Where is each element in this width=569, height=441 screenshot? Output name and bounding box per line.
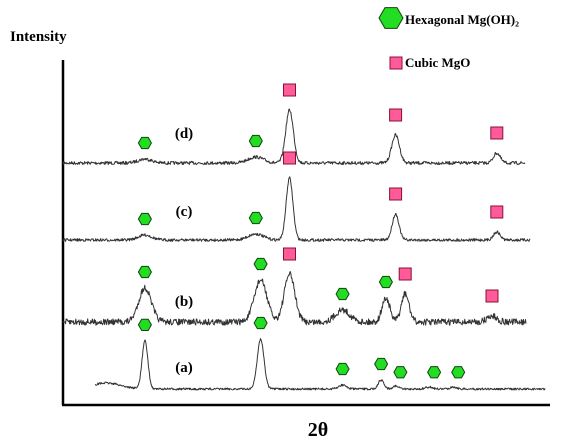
hexagon-marker [253, 257, 268, 271]
square-marker [490, 126, 504, 140]
hexagon-marker [137, 136, 152, 150]
legend-square-icon [389, 56, 403, 70]
hexagon-marker [248, 211, 263, 225]
square-marker [490, 205, 504, 219]
square-marker [283, 151, 296, 165]
hexagon-marker [335, 362, 350, 376]
square-marker [389, 187, 403, 201]
series-label: (b) [175, 294, 193, 310]
hexagon-marker [427, 366, 442, 379]
square-marker [283, 247, 296, 261]
series-label: (a) [175, 360, 193, 376]
square-marker [283, 83, 296, 97]
hexagon-marker [137, 318, 152, 331]
series-trace-3 [94, 338, 546, 391]
hexagon-marker [451, 366, 466, 379]
hexagon-marker [378, 275, 393, 289]
legend-label-cubic: Cubic MgO [405, 55, 470, 70]
square-marker [389, 108, 403, 122]
plot-area: (d) (c) (b) (a) [62, 83, 546, 391]
hexagon-marker [253, 316, 268, 330]
hexagon-marker [393, 366, 408, 379]
hexagon-marker [248, 134, 263, 148]
hexagon-marker [137, 265, 152, 279]
hexagon-marker [137, 212, 152, 226]
series-trace-2 [62, 271, 527, 326]
legend-hexagon-icon [378, 7, 404, 29]
square-marker [398, 267, 412, 281]
y-axis-label: Intensity [10, 29, 67, 45]
hexagon-marker [335, 287, 350, 301]
hexagon-marker [374, 357, 389, 371]
series-label: (c) [176, 204, 193, 220]
x-axis-label: 2θ [308, 419, 328, 441]
series-trace-1 [62, 176, 531, 242]
legend: Hexagonal Mg(OH)₂ Cubic MgO [378, 7, 519, 70]
series-trace-0 [62, 108, 526, 166]
legend-label-hexagonal: Hexagonal Mg(OH)₂ [405, 12, 519, 27]
square-marker [485, 289, 499, 303]
series-label: (d) [175, 126, 193, 142]
